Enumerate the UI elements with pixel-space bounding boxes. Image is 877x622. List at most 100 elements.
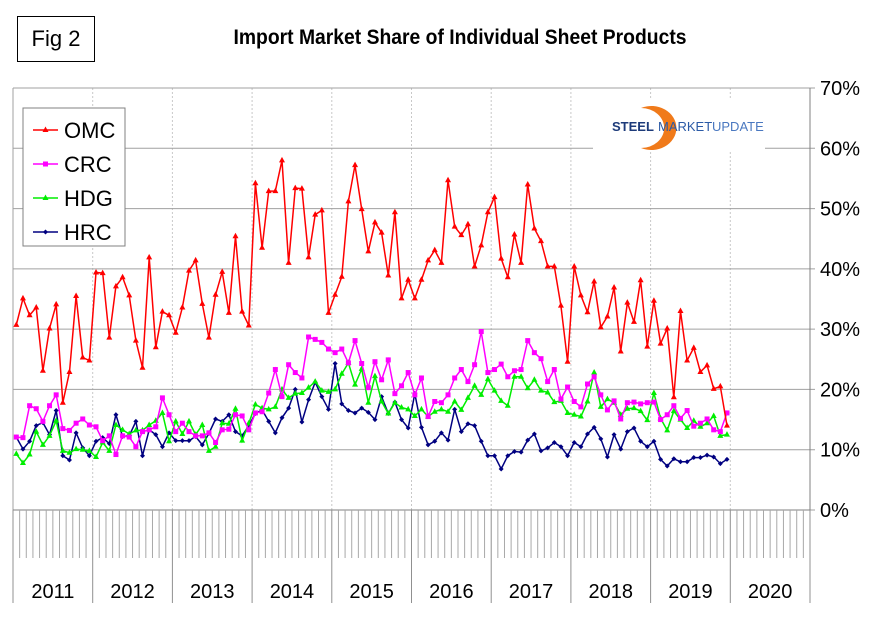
data-point-hrc [704,452,710,458]
data-point-crc [465,379,471,385]
data-point-crc [379,377,385,383]
data-point-crc [445,392,451,398]
data-point-hrc [618,446,624,452]
data-point-crc [325,346,331,352]
data-point-omc [518,259,525,265]
data-point-omc [458,231,465,238]
data-point-omc [378,229,385,235]
data-point-crc [565,384,571,390]
x-tick-label: 2012 [110,581,155,603]
data-point-crc [60,426,66,432]
data-point-crc [146,427,152,433]
data-point-hrc [717,461,723,467]
data-point-hdg [378,397,385,404]
data-point-hdg [146,421,153,427]
data-point-hrc [179,438,185,444]
data-point-crc [711,427,717,433]
data-point-omc [93,268,100,275]
data-point-hdg [132,426,139,433]
data-point-hrc [658,456,664,462]
data-point-omc [650,297,657,303]
data-point-crc [611,398,617,404]
x-tick-label: 2020 [748,581,793,603]
data-point-crc [292,370,298,376]
data-point-crc [691,423,697,429]
data-point-omc [365,247,372,254]
data-point-hrc [525,437,531,443]
data-point-omc [152,343,159,350]
data-point-omc [471,262,478,269]
logo-word-market: MARKET [658,119,712,134]
data-point-hrc [452,406,458,412]
data-point-crc [604,407,610,413]
data-point-omc [491,193,498,200]
data-point-omc [19,294,26,301]
data-point-hrc [624,429,630,435]
data-point-omc [352,161,359,168]
data-point-omc [498,255,505,261]
data-point-hrc [186,438,192,444]
data-point-hdg [498,397,505,403]
data-point-crc [518,367,524,373]
data-point-hdg [398,404,405,410]
data-point-crc [585,381,591,387]
data-point-crc [206,430,212,436]
data-point-hrc [472,423,478,429]
data-point-omc [637,276,644,283]
data-point-hrc [551,439,557,445]
data-point-hdg [538,387,545,393]
data-point-omc [272,187,279,194]
data-point-omc [445,176,452,183]
data-point-omc [245,322,252,328]
data-point-hrc [538,448,544,454]
data-point-crc [252,410,258,416]
data-point-crc [638,401,644,407]
data-point-hrc [485,453,491,459]
y-tick-label: 70% [820,78,860,100]
data-point-crc [306,334,312,340]
data-point-crc [345,360,351,366]
data-point-hrc [651,438,657,444]
data-point-hdg [19,459,26,465]
steel-market-update-logo: STEEL MARKET UPDATE [593,100,765,152]
data-point-omc [557,302,564,308]
data-point-omc [524,180,531,187]
data-point-omc [119,273,126,280]
data-point-hdg [13,450,20,456]
series-line-omc [15,160,728,426]
data-point-hdg [504,402,511,408]
logo-swoosh-icon [641,106,677,150]
data-point-hrc [173,438,179,444]
data-point-hdg [33,428,40,434]
data-point-hrc [53,408,59,414]
data-point-hrc [27,438,33,444]
data-point-hrc [299,419,305,425]
data-point-crc [113,452,119,458]
legend-marker-icon [42,194,49,200]
data-point-hrc [511,449,517,455]
data-point-crc [438,400,444,406]
data-point-crc [126,434,132,440]
data-point-hrc [266,418,272,424]
data-point-crc [286,362,292,368]
data-point-crc [365,385,371,391]
x-tick-label: 2018 [589,581,634,603]
data-point-hrc [113,412,119,418]
legend-box [22,107,126,247]
series-crc [13,329,730,458]
data-point-omc [571,262,578,269]
data-point-hdg [338,370,345,376]
data-point-hrc [631,425,637,431]
data-point-omc [564,358,571,364]
data-point-hdg [591,369,598,375]
data-point-omc [79,353,86,360]
data-point-omc [464,220,471,227]
data-point-hdg [318,387,325,393]
data-point-crc [405,370,411,376]
data-point-hrc [578,444,584,450]
data-point-hdg [445,408,452,414]
data-point-crc [492,367,498,373]
data-point-crc [13,434,19,440]
data-point-hrc [571,439,577,445]
data-point-hrc [339,401,345,407]
